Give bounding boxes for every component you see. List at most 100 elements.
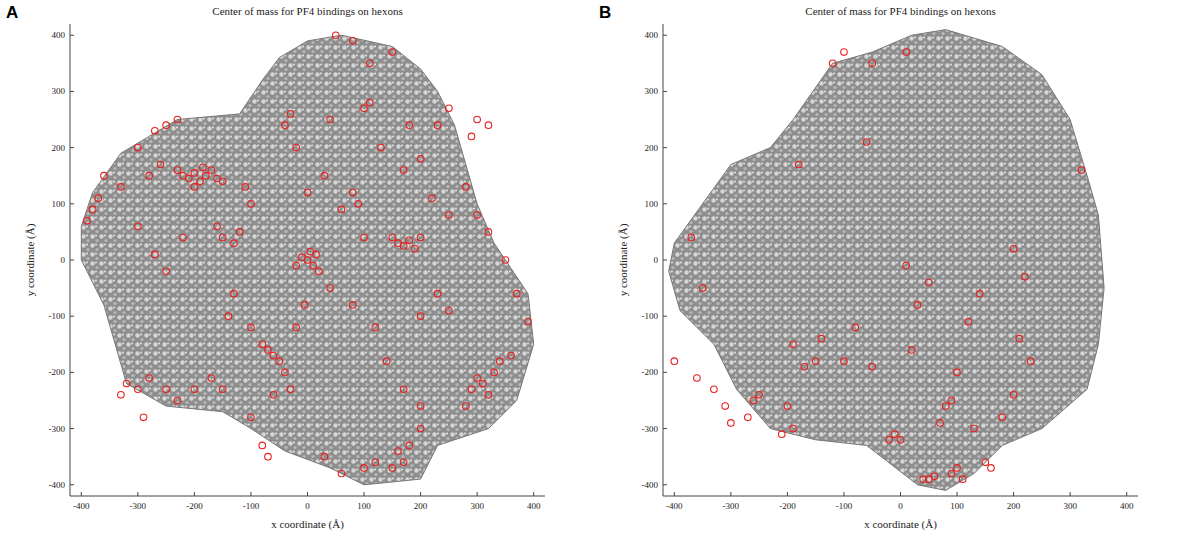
binding-point — [1022, 274, 1029, 281]
binding-point — [287, 386, 294, 393]
hexon-structure — [669, 30, 1104, 491]
binding-point — [948, 470, 955, 477]
x-tick-label: 400 — [527, 501, 541, 511]
x-tick-label: -200 — [779, 501, 796, 511]
y-tick-label: -400 — [642, 480, 659, 490]
binding-point — [412, 245, 419, 252]
binding-point — [219, 234, 226, 241]
binding-point — [909, 347, 916, 354]
title: Center of mass for PF4 bindings on hexon… — [805, 5, 995, 17]
binding-point — [502, 257, 509, 264]
binding-point — [219, 178, 226, 185]
binding-point — [1010, 392, 1017, 399]
binding-point — [914, 302, 921, 309]
x-tick-label: -400 — [666, 501, 683, 511]
y-tick — [663, 428, 667, 429]
x-tick — [1126, 492, 1127, 496]
binding-point — [338, 206, 345, 213]
y-tick — [70, 260, 74, 261]
binding-point — [174, 167, 181, 174]
binding-point — [468, 133, 475, 140]
binding-point — [157, 161, 164, 168]
binding-point — [282, 369, 289, 376]
hexon-structure — [81, 35, 533, 485]
binding-point — [118, 392, 125, 399]
binding-point — [491, 369, 498, 376]
binding-point — [135, 386, 142, 393]
y-tick-label: -100 — [642, 311, 659, 321]
binding-point — [301, 302, 308, 309]
title: Center of mass for PF4 bindings on hexon… — [212, 5, 402, 17]
binding-point — [722, 403, 729, 410]
y-tick-label: 100 — [52, 199, 66, 209]
binding-point — [89, 206, 96, 213]
x-tick — [81, 492, 82, 496]
binding-point — [293, 262, 300, 269]
x-tick — [957, 492, 958, 496]
binding-point — [976, 290, 983, 297]
y-tick — [663, 260, 667, 261]
binding-point — [361, 465, 368, 472]
binding-point — [468, 386, 475, 393]
binding-point — [84, 217, 91, 224]
binding-point — [812, 358, 819, 365]
binding-point — [988, 465, 995, 472]
binding-point — [1027, 358, 1034, 365]
y-tick — [663, 316, 667, 317]
binding-point — [982, 459, 989, 466]
y-tick-label: -200 — [642, 367, 659, 377]
binding-point — [287, 111, 294, 118]
binding-point — [446, 105, 453, 112]
y-tick — [70, 147, 74, 148]
binding-point — [841, 358, 848, 365]
binding-point — [231, 240, 238, 247]
binding-point — [417, 313, 424, 320]
x-tick — [900, 492, 901, 496]
binding-point — [745, 414, 752, 421]
binding-point — [863, 139, 870, 146]
binding-point — [508, 352, 515, 359]
x-tick-label: -300 — [723, 501, 740, 511]
binding-point — [801, 363, 808, 370]
y-tick — [70, 428, 74, 429]
y-tick-label: 100 — [645, 199, 659, 209]
binding-point — [395, 448, 402, 455]
binding-point — [937, 420, 944, 427]
binding-point — [463, 184, 470, 191]
binding-point — [417, 234, 424, 241]
binding-point — [174, 116, 181, 123]
y-tick-label: 200 — [645, 143, 659, 153]
binding-point — [140, 414, 147, 421]
binding-point — [479, 380, 486, 387]
binding-point — [321, 453, 328, 460]
binding-point — [361, 234, 368, 241]
binding-point — [446, 307, 453, 314]
binding-point — [372, 459, 379, 466]
binding-point — [671, 358, 678, 365]
y-tick-label: 0 — [654, 255, 659, 265]
binding-point — [784, 403, 791, 410]
binding-point — [954, 369, 961, 376]
y-tick-label: -100 — [49, 311, 66, 321]
binding-point — [513, 290, 520, 297]
binding-point — [101, 172, 108, 179]
binding-point — [163, 268, 170, 275]
binding-point — [795, 161, 802, 168]
binding-point — [389, 49, 396, 56]
y-tick — [663, 35, 667, 36]
binding-point — [852, 324, 859, 331]
binding-point — [152, 251, 159, 258]
binding-point — [474, 116, 481, 123]
binding-point — [236, 229, 243, 236]
binding-point — [242, 184, 249, 191]
x-tick-label: -400 — [73, 501, 90, 511]
binding-point — [886, 437, 893, 444]
binding-point — [349, 38, 356, 45]
y-tick — [663, 147, 667, 148]
binding-point — [197, 178, 204, 185]
binding-point — [417, 425, 424, 432]
binding-point — [185, 175, 192, 182]
y-tick-label: -300 — [642, 424, 659, 434]
binding-point — [135, 223, 142, 230]
x-tick — [674, 492, 675, 496]
